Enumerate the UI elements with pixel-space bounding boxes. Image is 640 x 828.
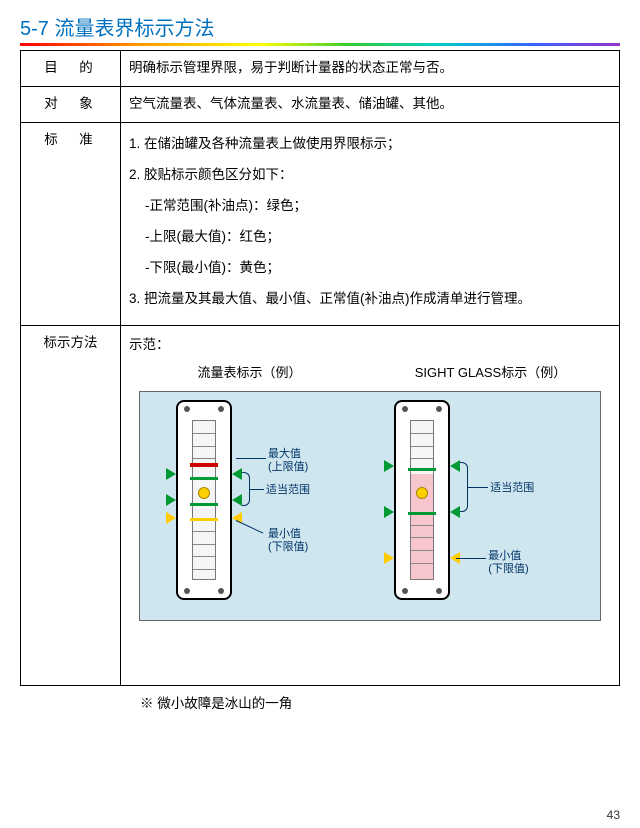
gauges-row: 最大值(上限值) 适当范围 最小值(下限值) [146,400,594,610]
row-label-standard: 标 准 [21,122,121,325]
table-row: 对 象 空气流量表、气体流量表、水流量表、储油罐、其他。 [21,86,620,122]
standard-line-2: 2. 胶贴标示颜色区分如下： [129,164,611,187]
label-max: 最大值(上限值) [268,448,308,474]
standard-line-2a: -正常范围(补油点)：绿色； [129,195,611,218]
content-table: 目 的 明确标示管理界限，易于判断计量器的状态正常与否。 对 象 空气流量表、气… [20,50,620,686]
table-row: 标 准 1. 在储油罐及各种流量表上做使用界限标示； 2. 胶贴标示颜色区分如下… [21,122,620,325]
gauge-body-icon [176,400,232,600]
label-min-left: 最小值(下限值) [268,528,308,554]
row-label-purpose: 目 的 [21,51,121,87]
sight-glass-example: 适当范围 最小值(下限值) [384,400,594,610]
diagram-panel: 最大值(上限值) 适当范围 最小值(下限值) [139,391,601,621]
row-text-purpose: 明确标示管理界限，易于判断计量器的状态正常与否。 [121,51,620,87]
diagram-title-right: SIGHT GLASS标示（例） [370,362,611,384]
row-label-target: 对 象 [21,86,121,122]
standard-line-2c: -下限(最小值)：黄色； [129,257,611,280]
flow-gauge-example: 最大值(上限值) 适当范围 最小值(下限值) [146,400,384,610]
table-row: 目 的 明确标示管理界限，易于判断计量器的状态正常与否。 [21,51,620,87]
diagram-title-left: 流量表标示（例） [129,362,370,384]
diagram-title-row: 流量表标示（例） SIGHT GLASS标示（例） [129,362,611,384]
table-row: 标示方法 示范： 流量表标示（例） SIGHT GLASS标示（例） [21,325,620,685]
indicator-dot-icon [198,487,210,499]
row-text-standard: 1. 在储油罐及各种流量表上做使用界限标示； 2. 胶贴标示颜色区分如下： -正… [121,122,620,325]
rainbow-divider [20,43,620,46]
gauge-scale [192,420,216,580]
section-heading: 5-7 流量表界标示方法 [20,18,214,40]
standard-line-1: 1. 在储油罐及各种流量表上做使用界限标示； [129,133,611,156]
label-range-left: 适当范围 [266,484,310,497]
standard-line-3: 3. 把流量及其最大值、最小值、正常值(补油点)作成清单进行管理。 [129,288,611,311]
gauge-body-icon [394,400,450,600]
standard-line-2b: -上限(最大值)：红色； [129,226,611,249]
section-heading-block: 5-7 流量表界标示方法 [20,12,620,46]
document-page: 5-7 流量表界标示方法 目 的 明确标示管理界限，易于判断计量器的状态正常与否… [0,0,640,828]
page-number: 43 [607,808,620,822]
row-label-method: 标示方法 [21,325,121,685]
label-range-right: 适当范围 [490,482,534,495]
row-text-method: 示范： 流量表标示（例） SIGHT GLASS标示（例） [121,325,620,685]
method-intro: 示范： [129,334,611,357]
label-min-right: 最小值(下限值) [488,550,528,576]
footer-note: ※ 微小故障是冰山的一角 [20,692,620,712]
gauge-scale [410,420,434,580]
row-text-target: 空气流量表、气体流量表、水流量表、储油罐、其他。 [121,86,620,122]
